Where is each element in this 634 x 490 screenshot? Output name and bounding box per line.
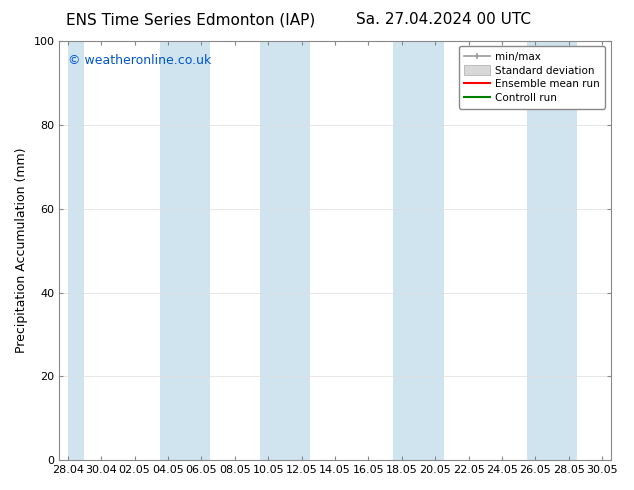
Legend: min/max, Standard deviation, Ensemble mean run, Controll run: min/max, Standard deviation, Ensemble me…	[459, 46, 605, 108]
Text: ENS Time Series Edmonton (IAP): ENS Time Series Edmonton (IAP)	[65, 12, 315, 27]
Bar	[160, 41, 210, 460]
Text: Sa. 27.04.2024 00 UTC: Sa. 27.04.2024 00 UTC	[356, 12, 531, 27]
Y-axis label: Precipitation Accumulation (mm): Precipitation Accumulation (mm)	[15, 148, 28, 353]
Bar	[394, 41, 444, 460]
Text: © weatheronline.co.uk: © weatheronline.co.uk	[68, 53, 211, 67]
Bar	[68, 41, 84, 460]
Bar	[260, 41, 310, 460]
Bar	[527, 41, 577, 460]
